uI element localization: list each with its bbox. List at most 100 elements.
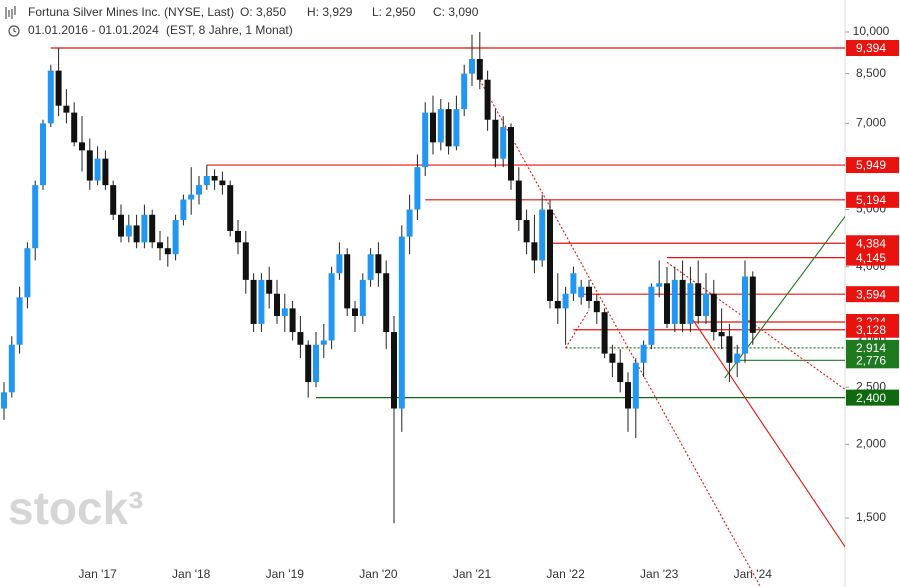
candle-body [164,248,171,255]
y-tick-label: 7,000 [856,116,886,130]
candle-body [500,127,507,159]
candle-body [547,209,553,301]
x-tick-label: Jan '22 [546,567,585,581]
candle-body [562,293,569,309]
level-label-box [846,321,899,338]
level-label-box [846,389,899,406]
candle-body [219,180,226,186]
candle-body [453,109,460,147]
candle-body [648,286,655,345]
candle-body [86,150,93,181]
candle-body [734,353,741,363]
x-tick-label: Jan '17 [78,567,117,581]
candle-body [172,220,179,255]
level-label: 2,400 [856,391,886,405]
level-label: 5,194 [856,193,886,207]
candle-body [593,300,600,313]
candle-body [531,242,538,261]
candle-body [55,70,62,106]
level-label-box [846,157,899,174]
candle-body [492,119,499,159]
candle-body [742,276,748,354]
quote-high: H: 3,929 [307,5,353,19]
level-label-box [846,249,899,266]
y-tick-label: 2,000 [856,437,886,451]
level-label-box [846,286,899,303]
candle-body [539,209,546,261]
candle-body [632,362,639,409]
candle-body [617,362,624,383]
candle-body [391,332,397,409]
level-label: 2,776 [856,354,886,368]
quote-low: L: 2,950 [372,5,416,19]
candle-body [235,230,241,243]
candle-body [586,286,592,301]
level-label-box [846,40,899,57]
candle-body [570,273,577,294]
level-label: 4,384 [856,236,886,250]
candle-body [1,392,7,409]
candle-body [367,254,374,280]
candle-body [515,180,522,221]
candle-body [609,353,616,363]
level-label: 3,128 [856,323,886,337]
candle-body [102,158,109,186]
candle-body [703,293,709,317]
candle-body [313,344,319,383]
candle-body [94,158,101,181]
candle-body [157,242,163,249]
candle-body [445,109,452,147]
candle-body [250,279,257,324]
candle-body [640,344,647,363]
period: 01.01.2016 - 01.01.2024 [28,23,159,37]
candle-body [63,105,70,113]
candle-body [359,279,366,317]
plot-area [1,31,845,587]
candle-body [710,293,717,333]
period-info: (EST, 8 Jahre, 1 Monat) [166,23,293,37]
candle-body [24,248,31,298]
candle-body [47,70,54,124]
level-label-box [846,339,899,356]
watermark: stock³ [8,482,143,534]
candle-body [437,109,444,143]
candle-body [227,185,234,231]
x-tick-label: Jan '23 [640,567,679,581]
x-tick-label: Jan '20 [359,567,398,581]
candle-body [718,332,725,337]
candle-body [242,242,249,280]
candle-body [671,279,678,324]
candle-body [664,283,670,324]
candle-body [383,273,390,333]
candle-body [469,58,475,74]
candle-body [274,293,280,317]
candle-body [320,340,327,345]
candle-body [414,167,421,210]
candle-body [422,112,429,168]
candle-body [125,225,132,237]
candle-body [625,382,631,409]
candle-body [180,199,187,221]
trendline [479,79,762,587]
candle-body [430,112,436,143]
candle-body [601,312,608,354]
candle-body [328,273,335,341]
candle-body [211,176,218,181]
candle-body [141,214,148,243]
instrument-title: Fortuna Silver Mines Inc. (NYSE, Last) [28,5,234,19]
candle-body [695,283,702,317]
level-label-box [846,352,899,369]
candle-body [352,308,358,317]
candle-body [40,123,46,186]
level-label-box [846,191,899,208]
candle-body [297,332,304,345]
candle-body [266,279,273,294]
candle-body [656,283,663,287]
candle-body [118,214,124,237]
level-label: 4,145 [856,251,886,265]
x-tick-label: Jan '18 [172,567,211,581]
trendline [565,309,590,349]
x-tick-label: Jan '19 [266,567,305,581]
candle-body [16,297,23,345]
